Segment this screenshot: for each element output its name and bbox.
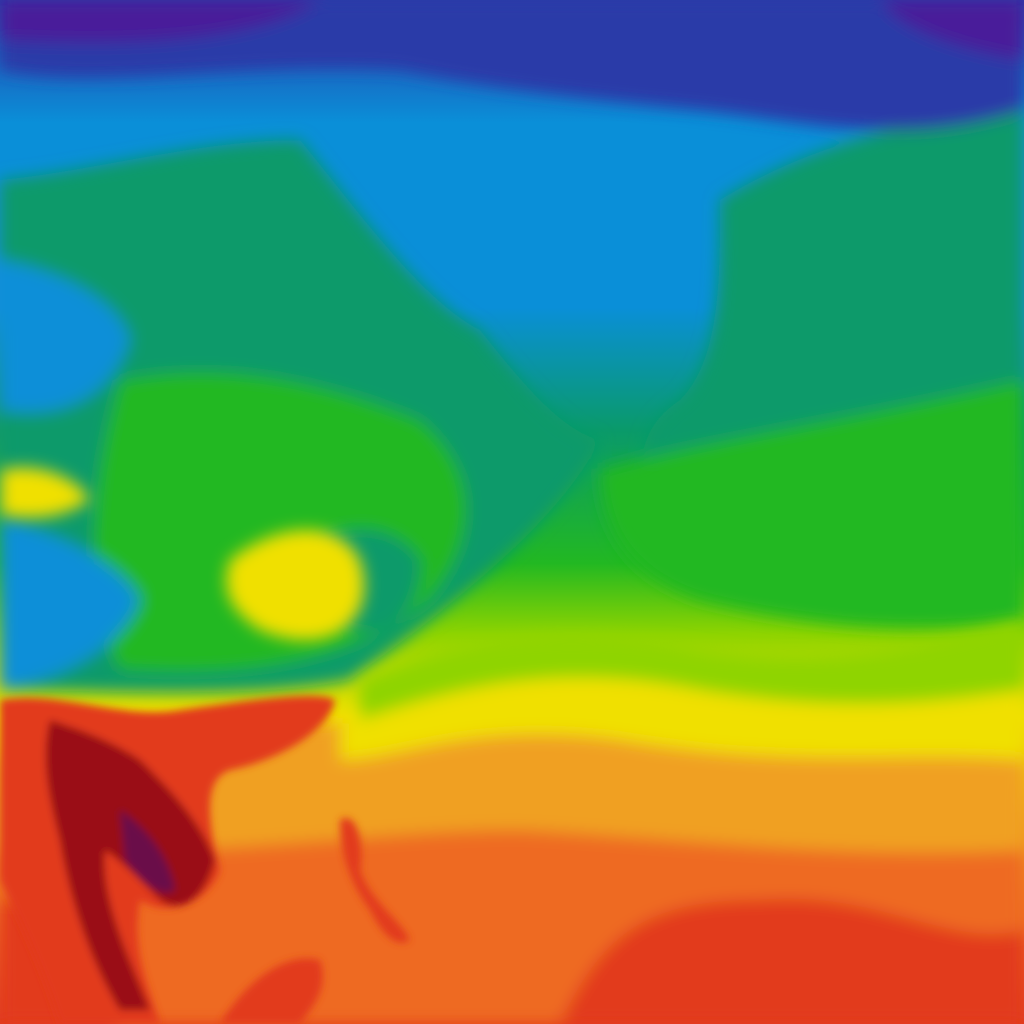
land-warm xyxy=(226,530,365,641)
land-warm-left xyxy=(0,467,90,518)
island-philippines xyxy=(340,818,410,943)
cold-north xyxy=(0,0,1024,131)
band-mild-east xyxy=(600,380,1024,629)
cold-pocket-west xyxy=(0,520,140,690)
coldest-ne xyxy=(880,0,1024,60)
coldest-nw xyxy=(0,0,320,43)
island-borneo xyxy=(220,958,323,1024)
band-warm-mild xyxy=(360,620,1024,720)
band-very-hot xyxy=(560,898,1024,1024)
band-warm xyxy=(340,675,1024,760)
landmass-extreme-max xyxy=(120,810,175,893)
cold-pocket-nw xyxy=(0,260,130,413)
